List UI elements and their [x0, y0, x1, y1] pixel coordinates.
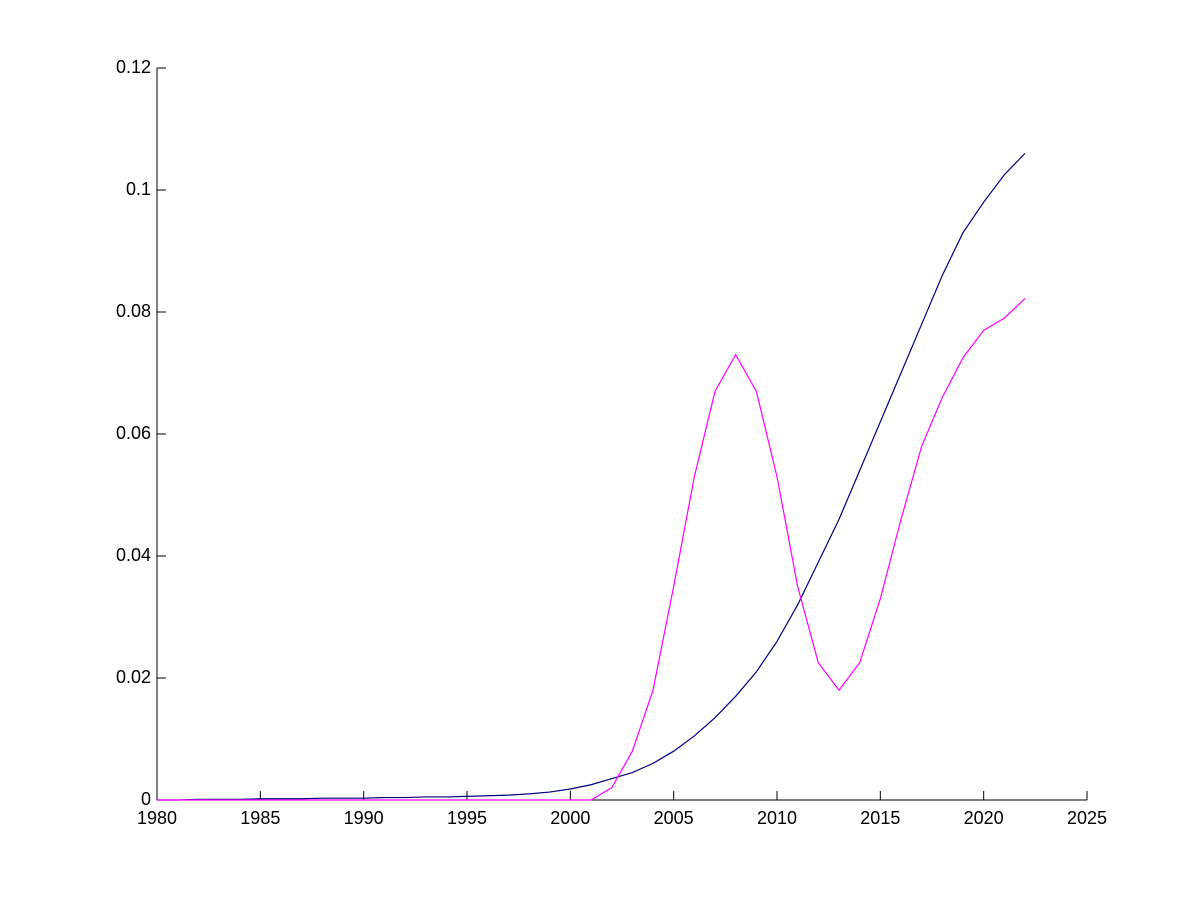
- x-tick-label: 1980: [137, 808, 177, 828]
- x-tick-label: 1985: [240, 808, 280, 828]
- y-tick-label: 0.08: [116, 301, 151, 321]
- series-line: [157, 152, 1026, 801]
- y-tick-label: 0.06: [116, 423, 151, 443]
- y-tick-label: 0.04: [116, 545, 151, 565]
- series-line: [157, 298, 1026, 801]
- y-tick-label: 0.12: [116, 57, 151, 77]
- x-tick-label: 2020: [964, 808, 1004, 828]
- x-tick-label: 2000: [550, 808, 590, 828]
- y-tick-label: 0.02: [116, 667, 151, 687]
- y-tick-label: 0: [141, 789, 151, 809]
- x-tick-label: 1990: [344, 808, 384, 828]
- y-tick-label: 0.1: [126, 179, 151, 199]
- x-tick-label: 2010: [757, 808, 797, 828]
- x-tick-label: 1995: [447, 808, 487, 828]
- x-tick-label: 2025: [1067, 808, 1107, 828]
- x-tick-label: 2005: [654, 808, 694, 828]
- x-tick-label: 2015: [860, 808, 900, 828]
